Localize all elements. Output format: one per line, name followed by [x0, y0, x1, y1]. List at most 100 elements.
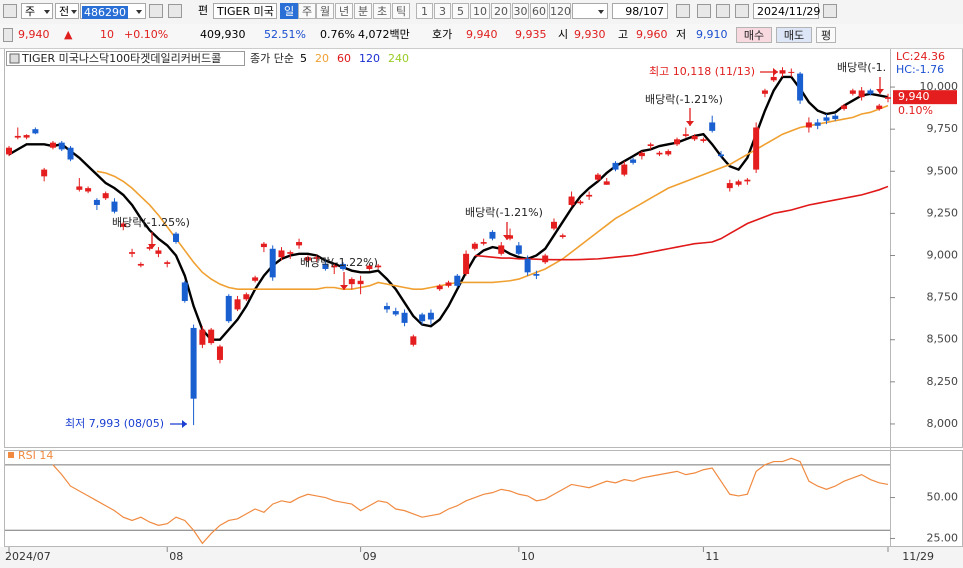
candle-body	[779, 70, 786, 74]
candle-body	[67, 147, 74, 160]
candle-body	[550, 221, 557, 229]
candle-body	[419, 314, 426, 322]
candle-body	[761, 90, 768, 94]
candle-body	[709, 122, 716, 131]
candle-body	[173, 233, 180, 243]
quote-bar: 9,940 ▲ 10 +0.10% 409,930 52.51% 0.76% 4…	[0, 24, 963, 49]
settings-icon[interactable]	[735, 4, 749, 18]
period-button[interactable]: 틱	[392, 3, 410, 19]
candle-body	[331, 265, 338, 268]
candle-body	[533, 274, 540, 276]
candle-body	[375, 265, 382, 268]
candle-body	[700, 139, 707, 141]
save-icon[interactable]	[716, 4, 730, 18]
period-button[interactable]: 일	[280, 3, 298, 19]
calendar-icon[interactable]	[823, 4, 837, 18]
candle-body	[454, 275, 461, 286]
candle-body	[445, 282, 452, 286]
period-button[interactable]: 초	[373, 3, 391, 19]
tool-icon[interactable]	[697, 4, 711, 18]
corner-label: LC:24.36	[896, 50, 945, 63]
x-axis-band	[0, 547, 963, 568]
y-tick-label: 8,000	[927, 417, 959, 430]
chart-title: TIGER 미국나스닥100타겟데일리커버드콜	[21, 51, 221, 65]
candle-body	[753, 127, 760, 170]
mode-select[interactable]: 전	[55, 3, 79, 19]
interval-button[interactable]: 60	[530, 3, 548, 19]
y-tick-label: 8,750	[927, 291, 959, 304]
candle-body	[269, 248, 276, 278]
change-pct: +0.10%	[124, 28, 169, 41]
candle-body	[243, 294, 250, 300]
date-input[interactable]: 2024/11/29	[753, 3, 820, 19]
candle-body	[322, 263, 329, 269]
x-tick-label: 11	[705, 550, 719, 563]
x-tick-label: 08	[169, 550, 183, 563]
interval-button[interactable]: 30	[512, 3, 529, 19]
candle-body	[49, 142, 56, 148]
candle-body	[304, 257, 311, 261]
legend-entry: 20	[315, 52, 329, 65]
y-tick-label: 9,250	[927, 206, 959, 219]
candle-body	[32, 129, 39, 134]
interval-button[interactable]: 10	[470, 3, 490, 19]
period-button[interactable]: 월	[316, 3, 334, 19]
candle-body	[287, 252, 294, 254]
candle-body	[656, 152, 663, 155]
volume: 409,930	[200, 28, 246, 41]
ask: 9,940	[466, 28, 498, 41]
period-button[interactable]: 년	[335, 3, 353, 19]
legend-prefix: 종가 단순	[250, 52, 294, 65]
candle-body	[797, 73, 804, 101]
interval-button[interactable]: 1	[416, 3, 433, 19]
candle-body	[120, 223, 127, 227]
interval-button[interactable]: 3	[434, 3, 451, 19]
y-tick-label: 25.00	[927, 531, 959, 544]
annotation: 배당락(-1.21%)	[465, 206, 543, 219]
annotation: 배당락(-1.21%)	[645, 93, 723, 106]
empty-select[interactable]	[572, 3, 608, 19]
sell-button[interactable]: 매도	[776, 27, 812, 43]
code-input[interactable]: 486290	[80, 3, 146, 19]
expand-icon[interactable]	[3, 28, 13, 42]
candle-body	[814, 122, 821, 126]
y-tick-label: 9,750	[927, 122, 959, 135]
candle-body	[726, 183, 733, 189]
avg-button[interactable]: 평	[816, 27, 836, 43]
candle-body	[234, 299, 241, 310]
arrow-head	[773, 68, 778, 76]
low: 9,910	[696, 28, 728, 41]
candle-body	[129, 252, 136, 254]
candle-body	[841, 105, 848, 109]
buy-button[interactable]: 매수	[736, 27, 772, 43]
candle-body	[14, 135, 21, 138]
menu-icon[interactable]	[3, 4, 17, 18]
candle-body	[586, 194, 593, 197]
sound-icon[interactable]	[168, 4, 182, 18]
annotation: 배당락(-1.22%)	[300, 256, 378, 269]
y-tick-label: 10,000	[920, 80, 959, 93]
candle-body	[383, 306, 390, 310]
interval-button[interactable]: 120	[549, 3, 571, 19]
tool-icon[interactable]	[676, 4, 690, 18]
ask-label: 호가	[432, 28, 453, 41]
price-panel	[4, 48, 963, 448]
volume-ratio: 52.51%	[264, 28, 306, 41]
edit-button[interactable]: 편	[198, 4, 209, 17]
search-icon[interactable]	[149, 4, 163, 18]
candle-body	[603, 181, 610, 185]
interval-button[interactable]: 5	[452, 3, 469, 19]
candle-body	[542, 255, 549, 263]
candle-body	[515, 245, 522, 254]
x-tick-label: 2024/07	[5, 550, 51, 563]
candle-body	[436, 285, 443, 290]
candle-body	[296, 242, 303, 246]
legend-entry: 240	[388, 52, 409, 65]
period-button[interactable]: 주	[298, 3, 316, 19]
interval-button[interactable]: 20	[491, 3, 511, 19]
candle-body	[471, 243, 478, 249]
period-button[interactable]: 분	[354, 3, 372, 19]
y-tick-label: 9,000	[927, 249, 959, 262]
market-select[interactable]: 주	[21, 3, 53, 19]
candle-body	[507, 235, 514, 239]
